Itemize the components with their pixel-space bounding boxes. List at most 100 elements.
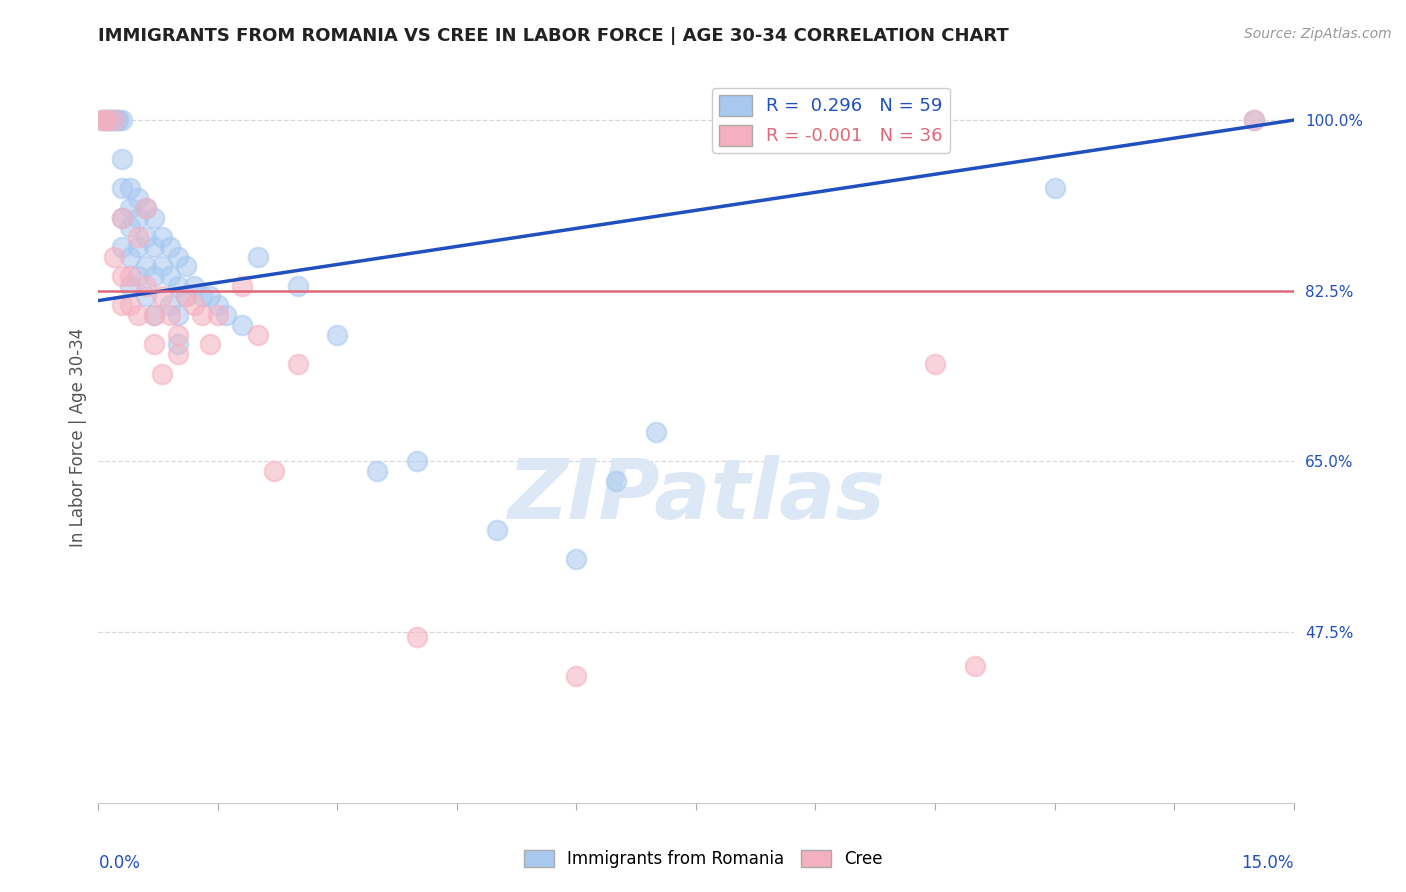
Point — [198, 288, 221, 302]
Point — [143, 240, 166, 254]
Text: 0.0%: 0.0% — [98, 854, 141, 872]
Point — [174, 260, 197, 274]
Point — [406, 454, 429, 468]
Point — [135, 230, 157, 244]
Point — [135, 279, 157, 293]
Point — [96, 113, 118, 128]
Point — [103, 250, 125, 264]
Point — [111, 211, 134, 225]
Point — [406, 630, 429, 644]
Point — [111, 240, 134, 254]
Point — [120, 201, 142, 215]
Point — [100, 113, 122, 128]
Text: Source: ZipAtlas.com: Source: ZipAtlas.com — [1244, 27, 1392, 41]
Point — [198, 337, 221, 351]
Point — [91, 113, 114, 128]
Point — [103, 113, 125, 128]
Point — [150, 367, 173, 381]
Point — [159, 308, 181, 322]
Point — [96, 113, 118, 128]
Point — [605, 474, 627, 488]
Point — [120, 269, 142, 284]
Point — [111, 269, 134, 284]
Point — [366, 464, 388, 478]
Point — [167, 308, 190, 322]
Point — [135, 260, 157, 274]
Point — [103, 113, 125, 128]
Point — [246, 327, 269, 342]
Point — [127, 269, 149, 284]
Point — [135, 288, 157, 302]
Point — [159, 298, 181, 312]
Point — [120, 181, 142, 195]
Point — [183, 298, 205, 312]
Point — [143, 269, 166, 284]
Point — [326, 327, 349, 342]
Point — [183, 279, 205, 293]
Point — [565, 669, 588, 683]
Point — [127, 211, 149, 225]
Point — [107, 113, 129, 128]
Point — [191, 308, 214, 322]
Point — [167, 327, 190, 342]
Point — [120, 298, 142, 312]
Point — [107, 113, 129, 128]
Point — [143, 211, 166, 225]
Point — [207, 308, 229, 322]
Point — [111, 298, 134, 312]
Point — [287, 279, 309, 293]
Point — [263, 464, 285, 478]
Point — [127, 191, 149, 205]
Point — [143, 337, 166, 351]
Point — [100, 113, 122, 128]
Point — [120, 250, 142, 264]
Point — [963, 659, 986, 673]
Point — [159, 269, 181, 284]
Point — [246, 250, 269, 264]
Point — [565, 552, 588, 566]
Point — [231, 318, 253, 332]
Point — [143, 308, 166, 322]
Point — [167, 279, 190, 293]
Point — [135, 201, 157, 215]
Point — [167, 337, 190, 351]
Point — [111, 152, 134, 166]
Point — [645, 425, 668, 440]
Text: ZIPatlas: ZIPatlas — [508, 455, 884, 536]
Point — [96, 113, 118, 128]
Point — [103, 113, 125, 128]
Point — [924, 357, 946, 371]
Point — [96, 113, 118, 128]
Point — [485, 523, 508, 537]
Point — [207, 298, 229, 312]
Point — [120, 220, 142, 235]
Point — [167, 250, 190, 264]
Point — [120, 279, 142, 293]
Point — [111, 211, 134, 225]
Text: IMMIGRANTS FROM ROMANIA VS CREE IN LABOR FORCE | AGE 30-34 CORRELATION CHART: IMMIGRANTS FROM ROMANIA VS CREE IN LABOR… — [98, 27, 1010, 45]
Point — [111, 181, 134, 195]
Point — [159, 240, 181, 254]
Point — [191, 288, 214, 302]
Point — [215, 308, 238, 322]
Point — [135, 201, 157, 215]
Point — [127, 230, 149, 244]
Point — [91, 113, 114, 128]
Point — [127, 308, 149, 322]
Point — [1243, 113, 1265, 128]
Point — [167, 347, 190, 361]
Legend: R =  0.296   N = 59, R = -0.001   N = 36: R = 0.296 N = 59, R = -0.001 N = 36 — [711, 87, 950, 153]
Point — [287, 357, 309, 371]
Point — [1043, 181, 1066, 195]
Y-axis label: In Labor Force | Age 30-34: In Labor Force | Age 30-34 — [69, 327, 87, 547]
Point — [231, 279, 253, 293]
Point — [1243, 113, 1265, 128]
Legend: Immigrants from Romania, Cree: Immigrants from Romania, Cree — [517, 843, 889, 875]
Point — [111, 113, 134, 128]
Text: 15.0%: 15.0% — [1241, 854, 1294, 872]
Point — [174, 288, 197, 302]
Point — [127, 240, 149, 254]
Point — [150, 230, 173, 244]
Point — [150, 288, 173, 302]
Point — [143, 308, 166, 322]
